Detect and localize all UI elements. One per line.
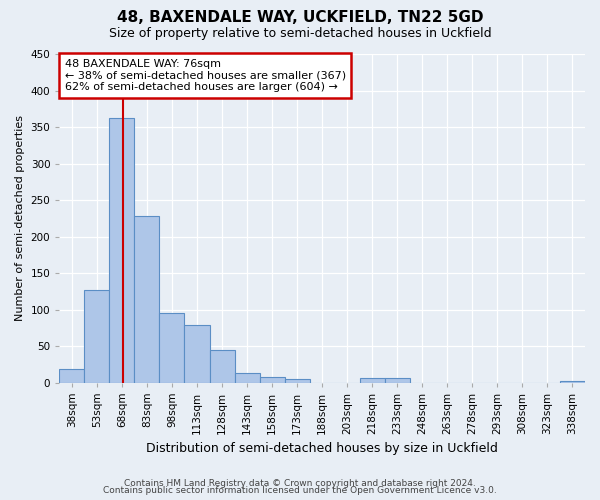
Bar bbox=[109, 118, 134, 382]
Bar bbox=[235, 373, 260, 382]
Bar bbox=[209, 350, 235, 382]
Text: Size of property relative to semi-detached houses in Uckfield: Size of property relative to semi-detach… bbox=[109, 28, 491, 40]
Text: Contains HM Land Registry data © Crown copyright and database right 2024.: Contains HM Land Registry data © Crown c… bbox=[124, 478, 476, 488]
Y-axis label: Number of semi-detached properties: Number of semi-detached properties bbox=[15, 116, 25, 322]
Bar bbox=[59, 368, 85, 382]
Text: 48 BAXENDALE WAY: 76sqm
← 38% of semi-detached houses are smaller (367)
62% of s: 48 BAXENDALE WAY: 76sqm ← 38% of semi-de… bbox=[65, 59, 346, 92]
Text: 48, BAXENDALE WAY, UCKFIELD, TN22 5GD: 48, BAXENDALE WAY, UCKFIELD, TN22 5GD bbox=[117, 10, 483, 25]
Bar bbox=[260, 376, 284, 382]
Bar bbox=[85, 290, 109, 382]
Bar bbox=[184, 325, 209, 382]
Bar bbox=[134, 216, 160, 382]
Bar bbox=[360, 378, 385, 382]
Bar bbox=[385, 378, 410, 382]
X-axis label: Distribution of semi-detached houses by size in Uckfield: Distribution of semi-detached houses by … bbox=[146, 442, 498, 455]
Text: Contains public sector information licensed under the Open Government Licence v3: Contains public sector information licen… bbox=[103, 486, 497, 495]
Bar bbox=[284, 379, 310, 382]
Bar bbox=[560, 381, 585, 382]
Bar bbox=[160, 313, 184, 382]
